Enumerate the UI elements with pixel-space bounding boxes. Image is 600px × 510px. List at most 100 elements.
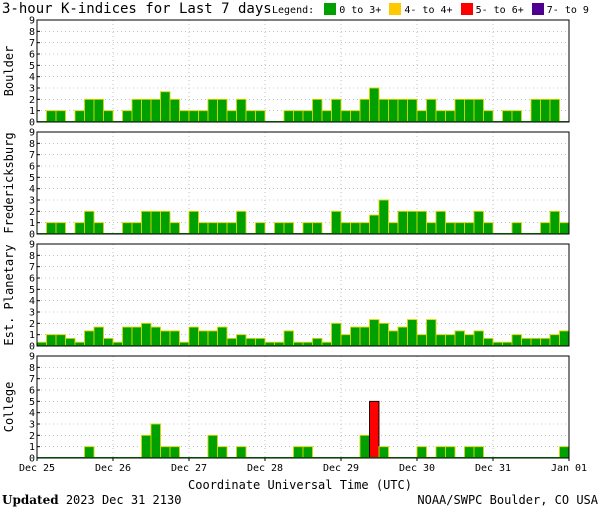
- kp-bar: [483, 222, 494, 235]
- y-tick-label: 4: [29, 184, 35, 195]
- kp-bar: [445, 334, 456, 347]
- kp-bar: [141, 98, 152, 123]
- legend-item-label-1: 4- to 4+: [404, 5, 453, 16]
- kp-bar: [435, 334, 446, 347]
- kp-bar: [131, 222, 142, 235]
- kp-bar: [464, 98, 475, 123]
- kp-bar: [426, 319, 437, 347]
- kp-bar: [511, 222, 522, 235]
- kp-bar: [131, 326, 142, 347]
- y-tick-label: 2: [29, 207, 35, 218]
- kp-bar: [473, 210, 484, 235]
- kp-bar: [350, 110, 361, 123]
- kp-bar: [46, 110, 57, 123]
- y-tick-label: 3: [29, 84, 35, 95]
- kp-bar: [540, 98, 551, 123]
- kp-bar: [84, 330, 95, 347]
- kp-bar: [245, 110, 256, 123]
- kp-bar: [331, 210, 342, 235]
- kp-bar: [55, 222, 66, 235]
- y-tick-label: 8: [29, 139, 35, 150]
- y-tick-label: 7: [29, 374, 35, 385]
- kp-bar: [331, 98, 342, 123]
- kp-bar: [141, 210, 152, 235]
- x-tick-label: Dec 28: [247, 463, 283, 474]
- kp-bar: [559, 330, 570, 347]
- kp-bar: [369, 400, 380, 459]
- kp-bar: [283, 222, 294, 235]
- kp-bar: [435, 110, 446, 123]
- panel-label: Est. Planetary: [2, 244, 16, 345]
- kp-bar: [464, 334, 475, 347]
- kp-bar: [160, 446, 171, 459]
- kp-bar: [426, 98, 437, 123]
- y-tick-label: 5: [29, 173, 35, 184]
- y-tick-label: 0: [29, 118, 35, 129]
- y-tick-label: 6: [29, 50, 35, 61]
- y-tick-label: 9: [29, 128, 35, 139]
- page-title: 3-hour K-indices for Last 7 days: [2, 1, 272, 17]
- kp-bar: [150, 423, 161, 459]
- kp-bar: [511, 334, 522, 347]
- kp-bar: [55, 110, 66, 123]
- y-tick-label: 2: [29, 319, 35, 330]
- kp-bar: [217, 98, 228, 123]
- kp-bar: [378, 446, 389, 459]
- kp-bar: [293, 446, 304, 459]
- y-tick-label: 7: [29, 38, 35, 49]
- panel-label: Boulder: [2, 46, 16, 97]
- kp-bar: [207, 222, 218, 235]
- panel-background: [37, 20, 569, 122]
- kp-bar: [236, 446, 247, 459]
- kp-bar: [169, 98, 180, 123]
- y-tick-label: 9: [29, 352, 35, 363]
- kp-bar: [169, 330, 180, 347]
- y-tick-label: 1: [29, 330, 35, 341]
- kp-bar: [521, 337, 532, 347]
- kp-bar: [217, 326, 228, 347]
- panel-frame: [36, 131, 570, 235]
- kp-bar: [122, 326, 133, 347]
- k-index-chart: 0123456789Boulder0123456789Fredericksbur…: [2, 16, 587, 475]
- y-tick-label: 0: [29, 230, 35, 241]
- kp-bar: [283, 110, 294, 123]
- kp-bar: [236, 98, 247, 123]
- kp-bar: [226, 222, 237, 235]
- x-tick-label: Dec 30: [399, 463, 435, 474]
- kp-bar: [407, 210, 418, 235]
- x-axis-title: Coordinate Universal Time (UTC): [188, 478, 412, 492]
- kp-bar: [388, 330, 399, 347]
- kp-bar: [549, 334, 560, 347]
- kp-bar: [198, 222, 209, 235]
- kp-bar: [369, 319, 380, 347]
- kp-bar: [245, 337, 256, 347]
- kp-bar: [359, 434, 370, 459]
- kp-bar: [340, 222, 351, 235]
- kp-bar: [454, 330, 465, 347]
- kp-bar: [359, 98, 370, 123]
- legend-item-0: 0 to 3+: [324, 3, 381, 16]
- kp-bar: [540, 222, 551, 235]
- y-tick-label: 9: [29, 16, 35, 27]
- kp-bar: [302, 222, 313, 235]
- kp-bar: [93, 326, 104, 347]
- kp-bar: [340, 110, 351, 123]
- kp-bar: [378, 98, 389, 123]
- legend-swatch-0: [324, 3, 337, 15]
- y-tick-label: 1: [29, 106, 35, 117]
- kp-bar: [141, 322, 152, 347]
- kp-bar: [160, 91, 171, 123]
- panel-label: Fredericksburg: [2, 132, 16, 233]
- kp-bar: [540, 337, 551, 347]
- kp-bar: [84, 446, 95, 459]
- kp-bar: [445, 446, 456, 459]
- kp-bar: [312, 222, 323, 235]
- kp-bar: [302, 446, 313, 459]
- kp-bar: [369, 214, 380, 235]
- kp-bar: [188, 110, 199, 123]
- kp-bar: [55, 334, 66, 347]
- kp-bar: [388, 98, 399, 123]
- kp-bar: [150, 210, 161, 235]
- panel-background: [37, 132, 569, 234]
- y-tick-label: 7: [29, 262, 35, 273]
